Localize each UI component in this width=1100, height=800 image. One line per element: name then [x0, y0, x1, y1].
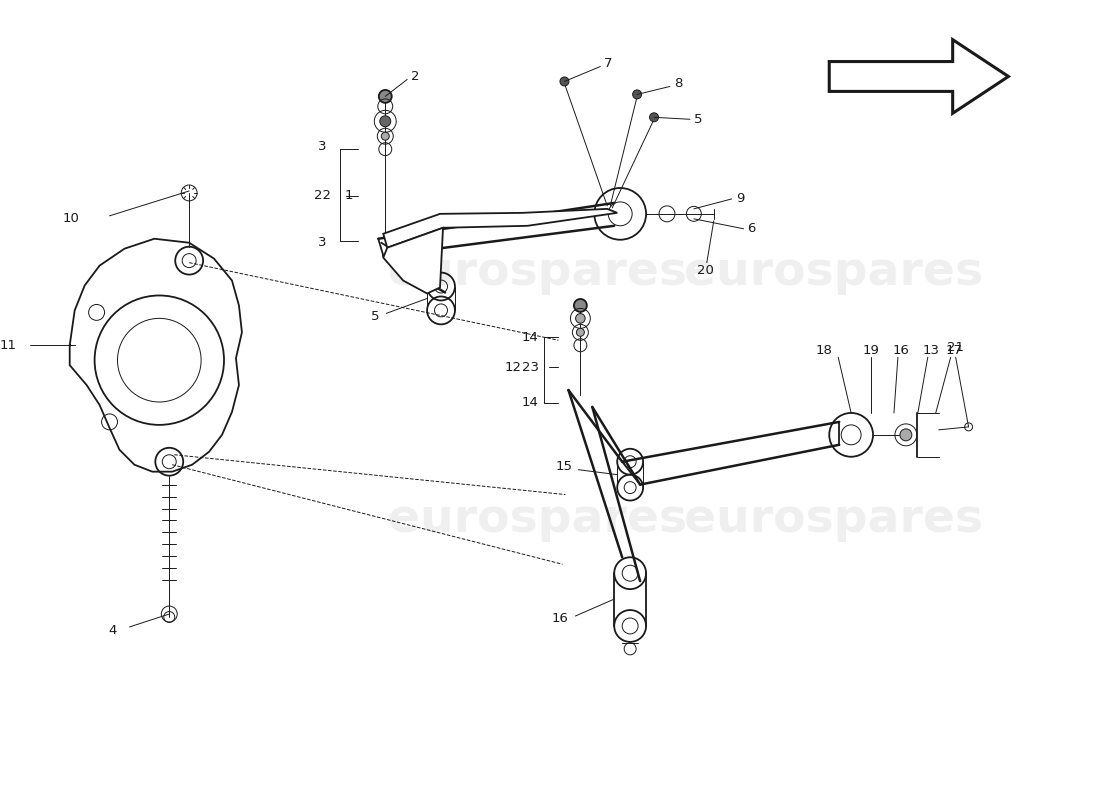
Text: 3: 3 [318, 140, 327, 153]
Circle shape [632, 90, 641, 99]
Text: eurospares: eurospares [388, 250, 688, 295]
Text: eurospares: eurospares [388, 497, 688, 542]
Text: 18: 18 [816, 344, 833, 357]
Text: 9: 9 [736, 193, 744, 206]
Text: 5: 5 [694, 113, 703, 126]
Polygon shape [829, 40, 1009, 114]
Circle shape [382, 132, 389, 140]
Circle shape [900, 429, 912, 441]
Circle shape [576, 328, 584, 336]
Text: 12: 12 [505, 361, 521, 374]
Text: 17: 17 [945, 344, 962, 357]
Text: 15: 15 [556, 460, 572, 473]
Text: 11: 11 [0, 338, 16, 352]
Text: 1: 1 [345, 190, 353, 202]
Text: 2: 2 [411, 70, 420, 83]
Circle shape [574, 299, 586, 312]
Text: 8: 8 [674, 77, 682, 90]
Text: 16: 16 [551, 613, 569, 626]
Text: 14: 14 [521, 397, 539, 410]
Text: 14: 14 [521, 330, 539, 344]
Text: eurospares: eurospares [684, 497, 983, 542]
Text: 21: 21 [947, 341, 965, 354]
Circle shape [575, 314, 585, 323]
Text: 20: 20 [696, 264, 714, 277]
Circle shape [379, 116, 390, 126]
Polygon shape [383, 228, 443, 294]
Text: 10: 10 [63, 212, 79, 226]
Text: 4: 4 [108, 625, 117, 638]
Text: 3: 3 [318, 236, 327, 250]
Text: 22: 22 [314, 190, 330, 202]
Polygon shape [383, 209, 617, 248]
Text: 16: 16 [892, 344, 910, 357]
Text: eurospares: eurospares [684, 250, 983, 295]
Circle shape [560, 77, 569, 86]
Circle shape [650, 113, 659, 122]
Text: 6: 6 [748, 222, 756, 235]
Text: 7: 7 [604, 57, 613, 70]
Text: 13: 13 [922, 344, 939, 357]
Text: 5: 5 [371, 310, 380, 323]
Circle shape [378, 90, 392, 103]
Text: 19: 19 [862, 344, 880, 357]
Text: 23: 23 [521, 361, 539, 374]
